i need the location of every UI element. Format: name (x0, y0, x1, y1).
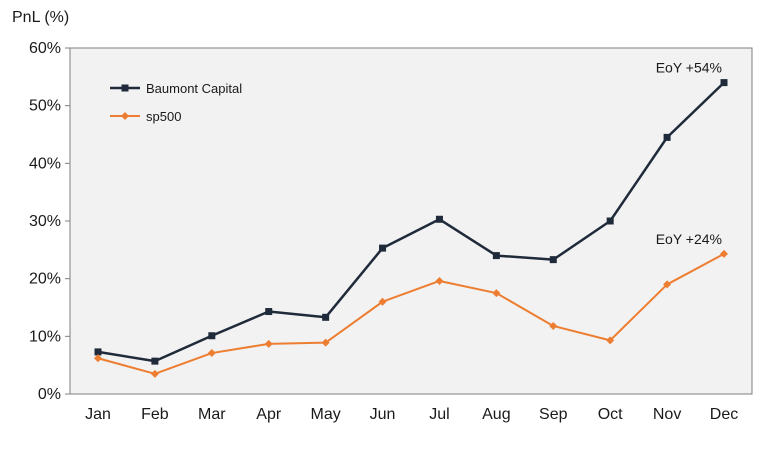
x-tick-label: Jun (370, 406, 396, 423)
legend: Baumont Capital sp500 (110, 81, 242, 124)
data-point (379, 244, 387, 252)
y-tick-label: 60% (29, 40, 61, 57)
y-tick-label: 40% (29, 155, 61, 172)
data-point (208, 332, 216, 340)
data-point (322, 313, 330, 321)
y-tick-label: 10% (29, 328, 61, 345)
legend-item: sp500 (110, 109, 181, 124)
x-tick-label: Jan (85, 406, 111, 423)
annotation-label: EoY +24% (656, 231, 722, 247)
x-tick-label: Apr (256, 406, 282, 423)
x-tick-label: Nov (653, 406, 681, 423)
y-axis: 0% 10% 20% 30% 40% 50% 60% (29, 40, 70, 403)
x-tick-label: Dec (710, 406, 738, 423)
x-tick-label: Aug (482, 406, 510, 423)
series-sp500 (94, 249, 728, 378)
series-line (97, 81, 725, 363)
data-point (606, 217, 614, 225)
data-point (265, 308, 273, 316)
legend-label: Baumont Capital (146, 81, 242, 96)
data-point (378, 297, 387, 306)
annotation-label: EoY +54% (656, 60, 722, 76)
series-layer (94, 79, 728, 378)
y-tick-label: 0% (38, 386, 61, 403)
data-point (321, 338, 330, 347)
data-point (549, 321, 558, 330)
data-point (663, 280, 672, 289)
y-axis-title: PnL (%) (12, 9, 69, 26)
data-point (720, 79, 728, 87)
x-tick-label: Mar (198, 406, 226, 423)
data-point (264, 339, 273, 348)
x-tick-label: Feb (141, 406, 169, 423)
legend-item: Baumont Capital (110, 81, 242, 96)
data-point (435, 215, 443, 223)
x-tick-label: Sep (539, 406, 568, 423)
data-point (150, 369, 159, 378)
data-point (720, 249, 728, 258)
data-point (121, 112, 129, 120)
series-line (97, 252, 725, 375)
data-point (492, 252, 500, 260)
data-point (151, 357, 159, 365)
y-tick-label: 20% (29, 271, 61, 288)
y-tick-label: 50% (29, 98, 61, 115)
x-axis: Jan Feb Mar Apr May Jun Jul Aug Sep Oct Nov Dec (85, 406, 738, 423)
legend-label: sp500 (146, 109, 181, 124)
x-tick-label: May (311, 406, 341, 423)
plot-area (69, 47, 753, 395)
data-point (435, 276, 444, 285)
data-point (207, 349, 216, 358)
y-tick-label: 30% (29, 213, 61, 230)
data-point (663, 133, 671, 141)
annotations: EoY +54% EoY +24% (656, 60, 722, 247)
data-point (121, 84, 129, 92)
x-tick-label: Oct (598, 406, 623, 423)
x-tick-label: Jul (429, 406, 449, 423)
data-point (94, 348, 102, 356)
data-point (549, 256, 557, 264)
data-point (492, 289, 501, 298)
data-point (606, 336, 615, 345)
data-point (94, 354, 102, 363)
series-baumont-capital (94, 79, 728, 365)
